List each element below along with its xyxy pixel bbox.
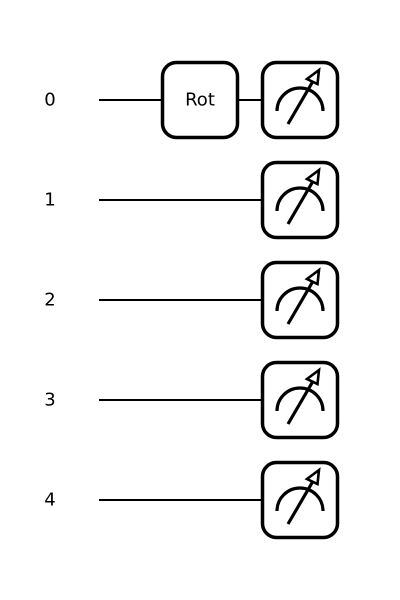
measurement-box: [260, 460, 340, 540]
meter-needle-icon: [286, 275, 318, 325]
measurement-box: [260, 60, 340, 140]
meter-arc-icon: [275, 286, 325, 312]
measurement-0: [260, 60, 340, 140]
rot-gate-box: [160, 60, 240, 140]
meter-needle-icon: [286, 375, 318, 425]
wire-label-2: 2: [44, 290, 55, 311]
measurement-4: [260, 460, 340, 540]
measurement-1: [260, 160, 340, 240]
wire-label-0: 0: [44, 90, 55, 111]
meter-arc-icon: [275, 486, 325, 512]
meter-needle-icon: [286, 75, 318, 125]
meter-arrowhead-icon: [304, 367, 321, 386]
wire-label-4: 4: [44, 490, 55, 511]
measurement-box: [260, 260, 340, 340]
wire-label-3: 3: [44, 390, 55, 411]
meter-arrowhead-icon: [304, 167, 321, 186]
wire-label-1: 1: [44, 190, 55, 211]
meter-needle-icon: [286, 475, 318, 525]
measurement-box: [260, 160, 340, 240]
meter-arrowhead-icon: [304, 67, 321, 86]
rot-gate: Rot: [160, 60, 240, 140]
measurement-3: [260, 360, 340, 440]
meter-arrowhead-icon: [304, 267, 321, 286]
rot-gate-label: Rot: [185, 90, 215, 111]
measurement-2: [260, 260, 340, 340]
meter-arc-icon: [275, 186, 325, 212]
meter-arc-icon: [275, 86, 325, 112]
meter-arrowhead-icon: [304, 467, 321, 486]
meter-arc-icon: [275, 386, 325, 412]
measurement-box: [260, 360, 340, 440]
meter-needle-icon: [286, 175, 318, 225]
